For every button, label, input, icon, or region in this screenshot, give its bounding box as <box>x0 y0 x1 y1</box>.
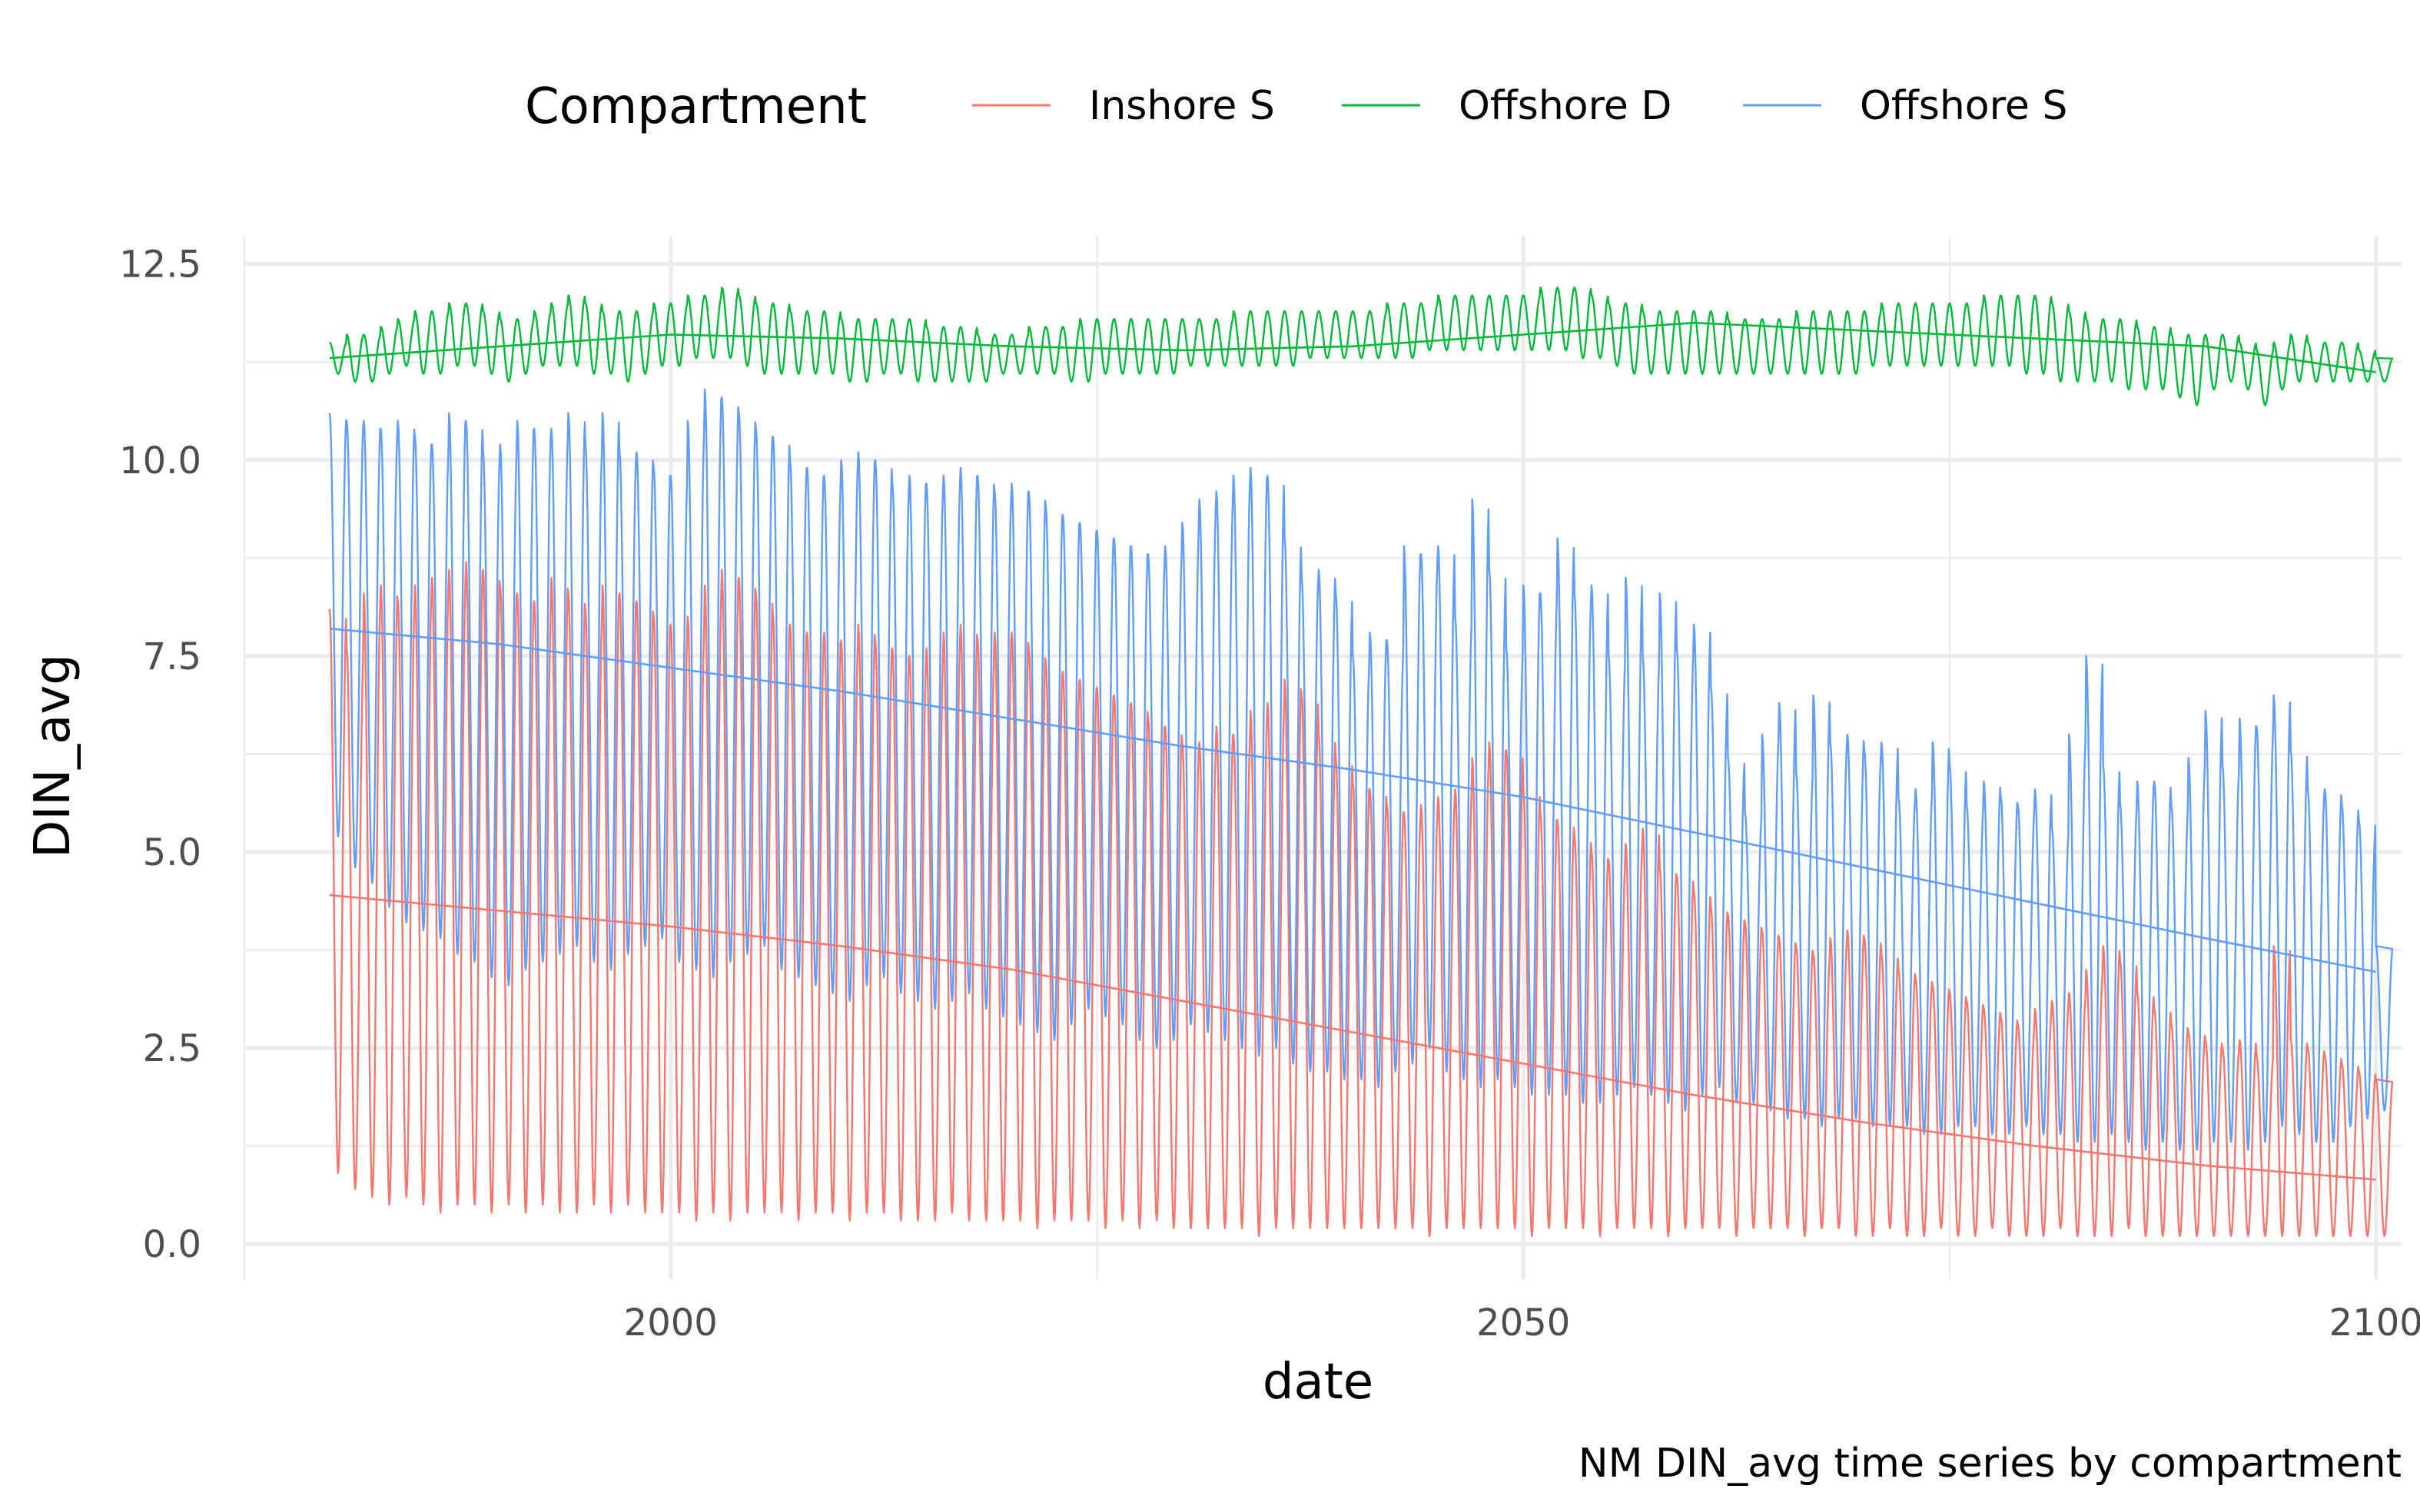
trend-layer <box>329 321 2376 1181</box>
x-tick-label: 2100 <box>2329 1301 2420 1345</box>
series-layer <box>328 287 2394 1238</box>
y-tick-label: 12.5 <box>119 244 201 287</box>
y-tick-label: 10.0 <box>119 439 201 482</box>
y-tick-label: 5.0 <box>143 831 201 874</box>
y-axis-title: DIN_avg <box>25 654 81 858</box>
series-line-inshore-s <box>328 561 2394 1238</box>
trend-line-inshore-s <box>329 894 2376 1181</box>
series-line-offshore-d <box>329 287 2394 406</box>
chart-caption: NM DIN_avg time series by compartment <box>1578 1441 2402 1487</box>
legend: Compartment Inshore S Offshore D Offshore … <box>525 78 2067 135</box>
legend-title: Compartment <box>525 78 867 135</box>
x-axis-title: date <box>1263 1354 1373 1411</box>
legend-label: Inshore S <box>1089 83 1275 129</box>
y-tick-label: 2.5 <box>143 1027 201 1070</box>
trend-line-offshore-d <box>329 321 2376 373</box>
y-tick-labels: 0.0 2.5 5.0 7.5 10.0 12.5 <box>119 244 201 1266</box>
legend-label: Offshore D <box>1459 83 1671 129</box>
legend-item-offshore-d: Offshore D <box>1342 83 1671 129</box>
x-tick-label: 2000 <box>624 1301 718 1345</box>
y-tick-label: 7.5 <box>143 635 201 678</box>
trend-line-offshore-s <box>329 627 2376 973</box>
legend-item-offshore-s: Offshore S <box>1743 83 2067 129</box>
series-line-offshore-s <box>328 388 2394 1151</box>
x-tick-label: 2050 <box>1476 1301 1570 1345</box>
legend-item-inshore-s: Inshore S <box>972 83 1275 129</box>
y-tick-label: 0.0 <box>143 1223 201 1266</box>
legend-label: Offshore S <box>1860 83 2067 129</box>
x-tick-labels: 2000 2050 2100 <box>624 1301 2420 1345</box>
